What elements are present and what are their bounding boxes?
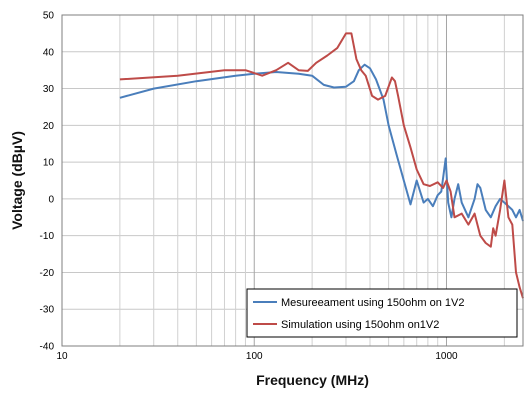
y-tick-label: -30 bbox=[40, 305, 55, 316]
series-layer bbox=[119, 32, 524, 299]
y-tick-label: 50 bbox=[43, 11, 55, 22]
y-tick-label: 10 bbox=[43, 158, 55, 169]
y-tick-label: -10 bbox=[40, 231, 55, 242]
x-tick-label: 10 bbox=[56, 351, 68, 362]
x-tick-label: 1000 bbox=[435, 351, 458, 362]
legend-box bbox=[246, 288, 518, 338]
legend: Mesureeament using 150ohm on 1V2 Simulat… bbox=[246, 288, 518, 338]
series-line-measurement bbox=[119, 63, 524, 222]
y-tick-label: -40 bbox=[40, 342, 55, 353]
x-axis-title: Frequency (MHz) bbox=[256, 372, 369, 388]
tick-labels: -40 -30 -20 -10 0 10 20 30 40 50 10 100 1000 bbox=[40, 11, 459, 363]
plot-frame bbox=[61, 14, 524, 347]
y-tick-label: 30 bbox=[43, 84, 55, 95]
legend-label-simulation: Simulation using 150ohm on1V2 bbox=[281, 319, 439, 331]
y-axis-title: Voltage (dBµV) bbox=[9, 131, 25, 230]
y-tick-label: 20 bbox=[43, 121, 55, 132]
series-line-simulation bbox=[119, 32, 524, 299]
y-tick-label: -20 bbox=[40, 268, 55, 279]
legend-label-measurement: Mesureeament using 150ohm on 1V2 bbox=[281, 297, 464, 309]
y-tick-label: 40 bbox=[43, 47, 55, 58]
x-tick-label: 100 bbox=[246, 351, 263, 362]
y-tick-label: 0 bbox=[48, 194, 54, 205]
